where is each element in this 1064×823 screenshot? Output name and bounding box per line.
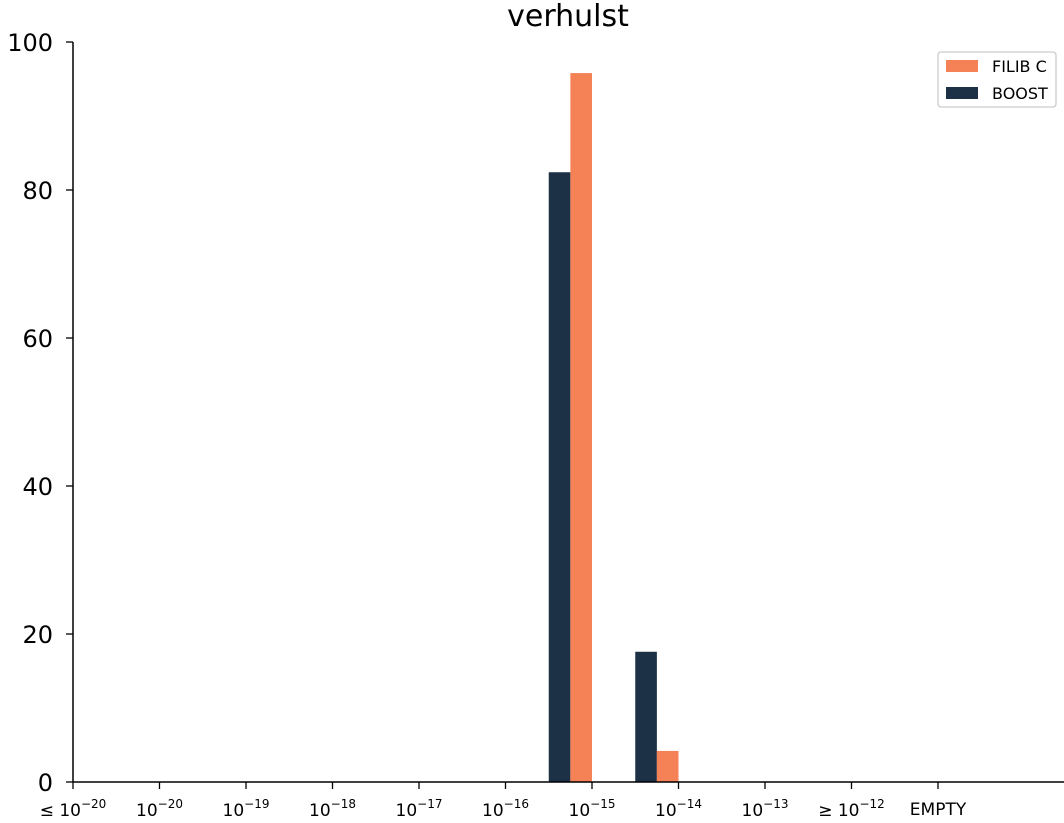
x-tick-label: ≥ 10−12 — [818, 797, 885, 821]
chart-title: verhulst — [507, 0, 629, 34]
x-tick-label: 10−16 — [482, 797, 529, 821]
x-axis: ≤ 10−20 10−20 10−19 10−18 10−17 10−16 10−15 10−… — [40, 781, 1064, 821]
x-tick-label: ≤ 10−20 — [40, 797, 107, 821]
y-tick-label: 20 — [22, 621, 53, 649]
legend: FILIB C BOOST — [937, 51, 1057, 108]
x-tick-label: 10−18 — [309, 797, 356, 821]
bar-boost-5 — [548, 172, 571, 783]
x-tick-label: 10−15 — [569, 797, 616, 821]
y-tick-label: 100 — [7, 29, 53, 57]
x-tick-label: 10−17 — [396, 797, 443, 821]
bar-filib-c-6 — [656, 750, 679, 782]
y-tick-label: 60 — [22, 325, 53, 353]
y-tick-label: 40 — [22, 473, 53, 501]
bar-boost-6 — [635, 651, 657, 782]
legend-swatch-boost — [946, 87, 978, 99]
x-tick-label: EMPTY — [910, 800, 967, 820]
x-tick-label: 10−14 — [655, 797, 702, 821]
legend-label-boost: BOOST — [992, 84, 1048, 103]
bars — [548, 73, 679, 783]
x-tick-label: 10−13 — [742, 797, 789, 821]
legend-label-filib-c: FILIB C — [992, 57, 1047, 76]
y-tick-label: 80 — [22, 177, 53, 205]
bar-filib-c-5 — [570, 73, 592, 782]
x-tick-label: 10−19 — [223, 797, 270, 821]
y-tick-label: 0 — [38, 769, 53, 797]
legend-swatch-filib-c — [946, 60, 978, 72]
x-tick-label: 10−20 — [136, 797, 183, 821]
y-axis: 0 20 40 60 80 100 — [7, 29, 74, 797]
